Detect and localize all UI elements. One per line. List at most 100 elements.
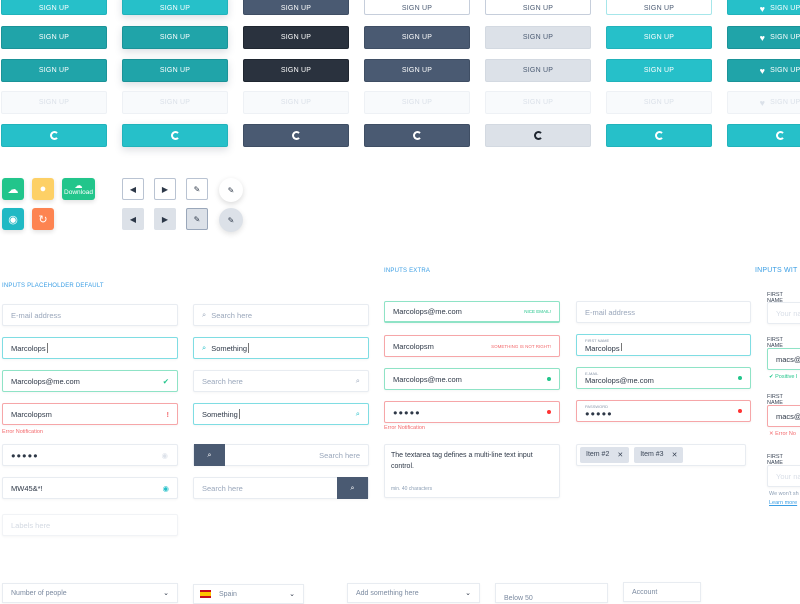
name-input-focused[interactable]: Marcolops [2,337,178,359]
sign-up-button[interactable]: ♥ SIGN UP [727,0,800,15]
sign-up-button[interactable]: SIGN UP [606,59,712,82]
next-button[interactable]: ▶ [154,178,176,200]
email-input-valid[interactable]: Marcolops@me.com ✔ [2,370,178,392]
button-label: SIGN UP [770,5,800,12]
sign-up-button[interactable]: ♥ SIGN UP [727,59,800,82]
labels-input-disabled[interactable]: Labels here [2,514,178,536]
sign-up-button[interactable]: SIGN UP [1,91,107,114]
edit-button-filled[interactable]: ✎ [186,208,208,230]
below-select[interactable]: Below 50 [495,583,608,603]
people-select[interactable]: Number of people ⌄ [2,583,178,603]
email-input[interactable]: E-mail address [2,304,178,326]
sign-up-button[interactable]: SIGN UP [485,59,591,82]
sign-up-button[interactable]: SIGN UP [364,26,470,49]
edit-button[interactable]: ✎ [186,178,208,200]
loading-button[interactable] [1,124,107,147]
password-input-shown[interactable]: MW45&*! ◉ [2,477,178,499]
cloud-upload-button[interactable]: ☁ [2,178,24,200]
positive-message: ✔ Positive I [769,374,798,380]
loading-button[interactable] [727,124,800,147]
sign-up-button[interactable]: SIGN UP [364,91,470,114]
search-input-right-icon-focused[interactable]: Something ⌕ [193,403,369,425]
button-label: SIGN UP [159,5,191,12]
first-name-input-helper[interactable]: Your na [767,465,800,487]
email-input[interactable]: E-mail address [576,301,751,323]
button-label: SIGN UP [38,99,70,106]
sign-up-button[interactable]: SIGN UP [122,0,228,15]
email-input-labeled[interactable]: E-MAIL Marcolops@me.com [576,367,751,389]
chevron-down-icon: ⌄ [163,590,169,597]
location-button[interactable]: ● [32,178,54,200]
edit-round-button[interactable]: ✎ [219,178,243,202]
first-name-input-error[interactable]: macs@g [767,405,800,427]
status-dot [547,377,551,381]
sign-up-button[interactable]: SIGN UP [485,91,591,114]
sign-up-button[interactable]: SIGN UP [1,26,107,49]
prev-button-filled[interactable]: ◀ [122,208,144,230]
password-input-labeled[interactable]: PASSWORD ●●●●● [576,400,751,422]
next-button-filled[interactable]: ▶ [154,208,176,230]
sign-up-button[interactable]: SIGN UP [243,59,349,82]
eye-icon[interactable]: ◉ [161,450,169,460]
edit-round-button-filled[interactable]: ✎ [219,208,243,232]
first-name-input[interactable]: Your na [767,302,800,324]
search-input-button-left[interactable]: ⌕ Search here [193,443,369,466]
loading-button[interactable] [122,124,228,147]
close-icon[interactable]: ✕ [671,452,678,459]
input-value: ●●●●● [393,407,421,417]
sign-up-button[interactable]: SIGN UP [606,0,712,15]
select-value: Number of people [11,589,67,597]
tags-input[interactable]: Item #2 ✕ Item #3 ✕ [576,444,746,466]
refresh-button[interactable]: ↻ [32,208,54,230]
button-label: SIGN UP [159,34,191,41]
first-name-input-positive[interactable]: macs@g [767,348,800,370]
search-button[interactable]: ⌕ [337,477,368,499]
email-input-nice[interactable]: Marcolops@me.com NICE EMAIL! [384,301,560,323]
sign-up-button[interactable]: SIGN UP [485,26,591,49]
sign-up-button[interactable]: SIGN UP [243,91,349,114]
loading-button[interactable] [606,124,712,147]
sign-up-button[interactable]: SIGN UP [1,59,107,82]
add-select[interactable]: Add something here ⌄ [347,583,480,603]
country-select[interactable]: Spain ⌄ [193,584,304,604]
password-input-error[interactable]: ●●●●● [384,401,560,423]
button-label: SIGN UP [38,5,70,12]
password-input[interactable]: ●●●●● ◉ [2,444,178,466]
first-name-input[interactable]: FIRST NAME Marcolops [576,334,751,356]
search-input-focused[interactable]: ⌕ Something [193,337,369,359]
loading-button[interactable] [485,124,591,147]
chat-button[interactable]: ◉ [2,208,24,230]
eye-icon[interactable]: ◉ [162,483,169,493]
sign-up-button[interactable]: SIGN UP [606,91,712,114]
learn-more-link[interactable]: Learn more [769,500,798,506]
sign-up-button[interactable]: ♥ SIGN UP [727,91,800,114]
name-input-error[interactable]: Marcolopsm! [2,403,178,425]
sign-up-button[interactable]: SIGN UP [364,59,470,82]
sign-up-button[interactable]: SIGN UP [122,59,228,82]
search-input-button-right[interactable]: Search here ⌕ [193,477,369,499]
button-label: SIGN UP [643,99,675,106]
close-icon[interactable]: ✕ [617,452,624,459]
account-select[interactable]: Account [623,582,701,602]
download-button[interactable]: ☁ Download [62,178,95,200]
sign-up-button[interactable]: SIGN UP [243,0,349,15]
sign-up-button[interactable]: SIGN UP [122,26,228,49]
sign-up-button[interactable]: SIGN UP [606,26,712,49]
sign-up-button[interactable]: SIGN UP [485,0,591,15]
loading-button[interactable] [243,124,349,147]
textarea[interactable]: The textarea tag defines a multi-line te… [384,444,560,498]
sign-up-button[interactable]: SIGN UP [243,26,349,49]
name-input-not-right[interactable]: Marcolopsm SOMETHING IS NOT RIGHT! [384,335,560,357]
search-input-right-icon[interactable]: Search here ⌕ [193,370,369,392]
sign-up-button[interactable]: SIGN UP [364,0,470,15]
search-input[interactable]: ⌕ Search here [193,304,369,326]
sign-up-button[interactable]: ♥ SIGN UP [727,26,800,49]
email-input-valid-dot[interactable]: Marcolops@me.com [384,368,560,390]
sign-up-button[interactable]: SIGN UP [122,91,228,114]
loading-button[interactable] [364,124,470,147]
prev-button[interactable]: ◀ [122,178,144,200]
error-message: SOMETHING IS NOT RIGHT! [491,343,551,349]
sign-up-button[interactable]: SIGN UP [1,0,107,15]
section-label: INPUTS WIT [755,267,798,274]
search-button[interactable]: ⌕ [194,443,225,466]
